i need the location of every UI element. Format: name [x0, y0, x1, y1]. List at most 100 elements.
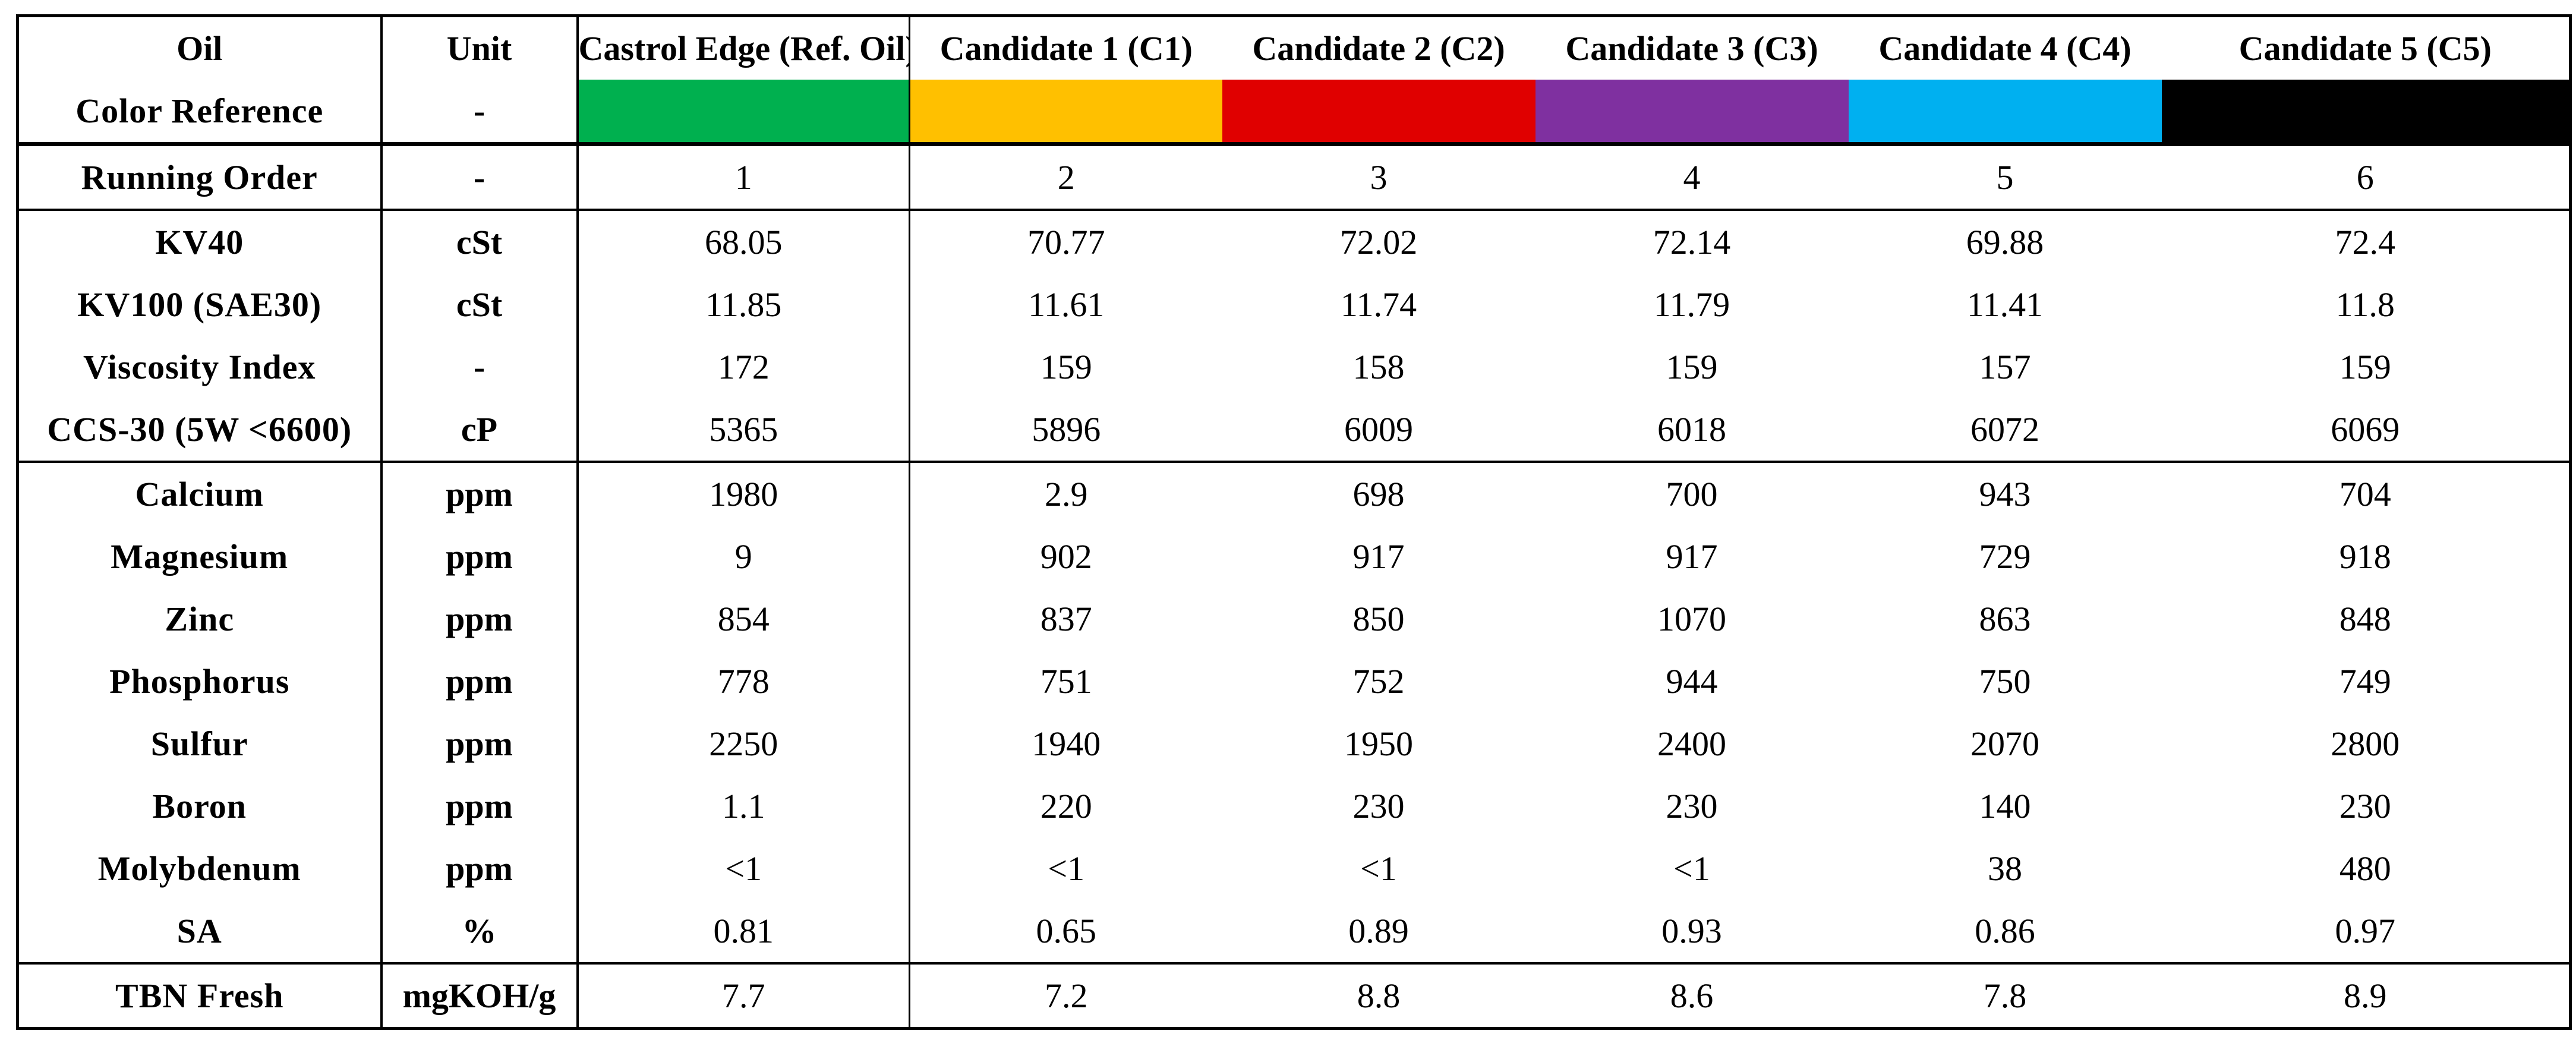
table-cell: 8.8: [1222, 962, 1535, 1030]
table-row: TBN Fresh mgKOH/g 7.7 7.2 8.8 8.6 7.8 8.9: [16, 962, 2572, 1030]
table-cell: 11.74: [1340, 285, 1417, 324]
color-swatch: [909, 80, 1222, 144]
table-cell: 0.93: [1661, 912, 1722, 950]
table-cell: 917: [1666, 537, 1718, 576]
row-unit: ppm: [381, 461, 579, 525]
row-label: Zinc: [16, 588, 383, 650]
column-header: Candidate 3 (C3): [1535, 14, 1849, 80]
row-label: KV100 (SAE30): [16, 273, 383, 336]
color-reference-label: Color Reference: [16, 80, 383, 144]
table-cell: 729: [1979, 537, 2031, 576]
table-cell: 917: [1352, 537, 1405, 576]
table-cell: 230: [1666, 787, 1718, 825]
color-swatch: [1222, 80, 1535, 144]
table-cell: 0.81: [576, 900, 910, 963]
table-cell: <1: [1048, 849, 1085, 888]
table-row: Sulfur ppm 2250 1940 1950 2400 2070 2800: [16, 713, 2572, 775]
table-cell: 157: [1979, 348, 2031, 386]
table-cell: 230: [2161, 775, 2572, 837]
table-cell: 70.77: [909, 209, 1222, 273]
table-cell: 2: [909, 142, 1222, 210]
color-swatch: [576, 80, 910, 144]
row-unit: ppm: [381, 588, 579, 650]
table-cell: 3: [1222, 142, 1535, 210]
header-row: Oil Unit Castrol Edge (Ref. Oil) Candida…: [16, 14, 2572, 80]
row-unit: ppm: [381, 713, 579, 775]
table-row: Calcium ppm 1980 2.9 698 700 943 704: [16, 461, 2572, 525]
table-cell: 9: [576, 525, 910, 588]
table-cell: 2800: [2161, 713, 2572, 775]
oil-header: Oil: [16, 14, 383, 80]
table-cell: 11.41: [1966, 285, 2044, 324]
row-label: Viscosity Index: [16, 336, 383, 398]
table-cell: 72.4: [2161, 209, 2572, 273]
table-cell: 854: [576, 588, 910, 650]
table-cell: 11.61: [1028, 285, 1105, 324]
row-unit: ppm: [381, 650, 579, 713]
row-unit: ppm: [381, 837, 579, 900]
row-label: TBN Fresh: [16, 962, 383, 1030]
table-cell: 172: [576, 336, 910, 398]
table-cell: 72.14: [1535, 209, 1849, 273]
table-cell: 6018: [1657, 410, 1726, 449]
color-swatch: [1848, 80, 2162, 144]
table-cell: <1: [1673, 849, 1710, 888]
table-cell: 11.85: [576, 273, 910, 336]
oil-properties-table: Oil Unit Castrol Edge (Ref. Oil) Candida…: [16, 14, 2572, 1030]
table-cell: <1: [1360, 849, 1397, 888]
table-cell: 7.8: [1848, 962, 2162, 1030]
table-cell: 5: [1848, 142, 2162, 210]
table-cell: 752: [1352, 662, 1405, 701]
table-cell: 918: [2161, 525, 2572, 588]
row-unit: cSt: [381, 273, 579, 336]
row-label: Molybdenum: [16, 837, 383, 900]
row-label: CCS-30 (5W <6600): [16, 398, 383, 462]
table-cell: 0.65: [1036, 912, 1097, 950]
table-cell: 72.02: [1222, 209, 1535, 273]
column-header: Candidate 2 (C2): [1222, 14, 1535, 80]
table-cell: 700: [1535, 461, 1849, 525]
table-cell: 704: [2161, 461, 2572, 525]
table-cell: 837: [1040, 600, 1092, 638]
table-cell: 5365: [576, 398, 910, 462]
color-swatch: [2161, 80, 2572, 144]
table-cell: 751: [1040, 662, 1092, 701]
column-header: Candidate 5 (C5): [2161, 14, 2572, 80]
table-row: Viscosity Index -172 159 158 159 157 159: [16, 336, 2572, 398]
table-cell: 850: [1352, 600, 1405, 638]
column-header: Candidate 4 (C4): [1848, 14, 2162, 80]
table-cell: 943: [1848, 461, 2162, 525]
table-cell: 0.89: [1348, 912, 1409, 950]
row-label: SA: [16, 900, 383, 963]
color-swatch: [1535, 80, 1849, 144]
column-header: Castrol Edge (Ref. Oil): [576, 14, 910, 80]
color-reference-row: Color Reference -: [16, 80, 2572, 144]
table-row: KV40 cSt 68.05 70.77 72.02 72.14 69.88 72.4: [16, 209, 2572, 273]
table-cell: 38: [1988, 849, 2022, 888]
row-unit: ppm: [381, 525, 579, 588]
table-cell: 749: [2161, 650, 2572, 713]
table-cell: 4: [1535, 142, 1849, 210]
table-row: Running Order -1 2 3 4 5 6: [16, 142, 2572, 210]
row-unit: cP: [381, 398, 579, 462]
unit-header: Unit: [381, 14, 579, 80]
table-cell: 0.97: [2161, 900, 2572, 963]
row-unit: ppm: [381, 775, 579, 837]
table-row: KV100 (SAE30) cSt 11.85 11.61 11.74 11.79 11.4…: [16, 273, 2572, 336]
row-unit: -: [381, 142, 579, 210]
table-cell: 8.9: [2161, 962, 2572, 1030]
color-reference-unit: -: [381, 80, 579, 144]
table-cell: 140: [1979, 787, 2031, 825]
row-unit: -: [381, 336, 579, 398]
table-cell: 2070: [1970, 724, 2039, 763]
table-row: CCS-30 (5W <6600) cP 5365 5896 6009 6018 6072 6…: [16, 398, 2572, 462]
table-cell: 6: [2161, 142, 2572, 210]
table-cell: 7.2: [909, 962, 1222, 1030]
table-cell: 159: [1666, 348, 1718, 386]
table-cell: 220: [1040, 787, 1092, 825]
table-cell: 1.1: [576, 775, 910, 837]
row-label: Phosphorus: [16, 650, 383, 713]
table-cell: 2250: [576, 713, 910, 775]
row-label: Boron: [16, 775, 383, 837]
table-cell: 1940: [1032, 724, 1101, 763]
